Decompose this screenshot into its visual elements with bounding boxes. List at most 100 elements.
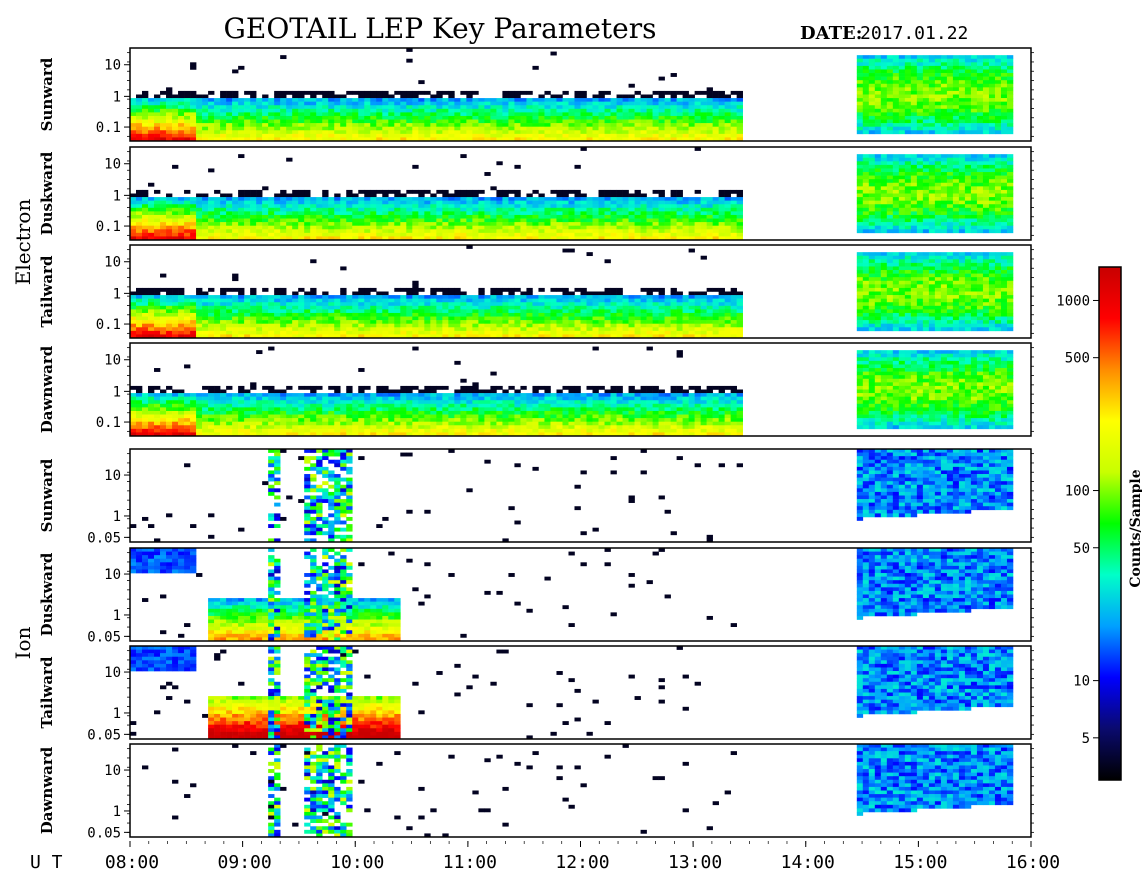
spectrogram-cell	[358, 123, 365, 127]
spectrogram-cell	[274, 222, 281, 226]
spectrogram-cell	[724, 225, 731, 230]
spectrogram-cell	[1000, 65, 1008, 70]
spectrogram-cell	[466, 245, 473, 249]
spectrogram-cell	[658, 200, 665, 205]
spectrogram-cell	[400, 119, 407, 124]
spectrogram-cell	[958, 98, 966, 102]
spectrogram-cell	[394, 305, 401, 310]
spectrogram-cell	[880, 101, 888, 106]
spectrogram-cell	[622, 130, 629, 135]
spectrogram-cell	[562, 330, 569, 335]
spectrogram-cell	[412, 204, 419, 209]
spectrogram-cell	[640, 218, 647, 223]
spectrogram-cell	[856, 55, 864, 60]
spectrogram-cell	[958, 193, 966, 198]
spectrogram-cell	[262, 133, 269, 138]
spectrogram-cell	[502, 204, 509, 209]
spectrogram-cell	[562, 305, 569, 310]
spectrogram-cell	[556, 327, 563, 332]
spectrogram-cell	[538, 98, 545, 102]
spectrogram-cell	[472, 298, 479, 303]
spectrogram-cell	[568, 323, 575, 328]
spectrogram-cell	[268, 200, 275, 205]
spectrogram-cell	[274, 207, 281, 212]
spectrogram-cell	[934, 80, 942, 85]
spectrogram-cell	[568, 98, 575, 102]
spectrogram-cell	[472, 189, 479, 194]
spectrogram-cell	[196, 94, 203, 99]
spectrogram-cell	[1006, 94, 1014, 99]
spectrogram-cell	[730, 229, 737, 234]
spectrogram-cell	[670, 137, 677, 142]
spectrogram-cell	[988, 105, 996, 110]
spectrogram-cell	[472, 130, 479, 135]
spectrogram-cell	[574, 236, 581, 241]
spectrogram-cell	[316, 309, 323, 314]
spectrogram-cell	[340, 305, 347, 310]
spectrogram-cell	[982, 218, 990, 223]
spectrogram-cell	[628, 229, 635, 234]
spectrogram-cell	[610, 193, 617, 198]
spectrogram-cell	[562, 298, 569, 303]
spectrogram-cell	[886, 76, 894, 81]
spectrogram-cell	[382, 236, 389, 241]
spectrogram-cell	[886, 123, 894, 127]
spectrogram-cell	[220, 214, 227, 219]
spectrogram-cell	[922, 157, 930, 162]
spectrogram-cell	[448, 295, 455, 299]
spectrogram-cell	[286, 320, 293, 324]
spectrogram-cell	[556, 302, 563, 307]
spectrogram-cell	[460, 309, 467, 314]
spectrogram-cell	[490, 330, 497, 335]
spectrogram-cell	[442, 211, 449, 216]
spectrogram-cell	[604, 305, 611, 310]
spectrogram-cell	[964, 193, 972, 198]
spectrogram-cell	[574, 302, 581, 307]
spectrogram-cell	[682, 123, 689, 127]
spectrogram-cell	[988, 80, 996, 85]
spectrogram-cell	[1006, 130, 1014, 135]
spectrogram-cell	[304, 123, 311, 127]
spectrogram-cell	[862, 83, 870, 88]
spectrogram-cell	[526, 323, 533, 328]
spectrogram-cell	[382, 207, 389, 212]
spectrogram-cell	[364, 334, 371, 339]
spectrogram-cell	[430, 330, 437, 335]
spectrogram-cell	[952, 62, 960, 67]
spectrogram-cell	[886, 186, 894, 191]
spectrogram-cell	[670, 119, 677, 124]
spectrogram-cell	[580, 305, 587, 310]
spectrogram-cell	[196, 316, 203, 321]
spectrogram-cell	[556, 309, 563, 314]
spectrogram-cell	[982, 62, 990, 67]
spectrogram-cell	[676, 211, 683, 216]
spectrogram-cell	[424, 101, 431, 106]
spectrogram-cell	[964, 218, 972, 223]
spectrogram-cell	[454, 123, 461, 127]
spectrogram-cell	[190, 327, 197, 332]
spectrogram-cell	[574, 323, 581, 328]
spectrogram-cell	[226, 137, 233, 142]
spectrogram-cell	[934, 130, 942, 135]
spectrogram-cell	[334, 330, 341, 335]
spectrogram-cell	[304, 312, 311, 317]
spectrogram-cell	[964, 87, 972, 92]
spectrogram-cell	[190, 320, 197, 324]
spectrogram-cell	[214, 225, 221, 230]
spectrogram-cell	[940, 62, 948, 67]
spectrogram-cell	[556, 316, 563, 321]
spectrogram-cell	[868, 200, 876, 205]
spectrogram-cell	[448, 193, 455, 198]
spectrogram-cell	[400, 130, 407, 135]
spectrogram-cell	[232, 112, 239, 117]
spectrogram-cell	[316, 119, 323, 124]
spectrogram-cell	[130, 229, 137, 234]
spectrogram-cell	[208, 119, 215, 124]
spectrogram-cell	[664, 204, 671, 209]
spectrogram-cell	[976, 101, 984, 106]
spectrogram-cell	[604, 189, 611, 194]
spectrogram-cell	[454, 98, 461, 102]
spectrogram-cell	[358, 302, 365, 307]
spectrogram-cell	[202, 200, 209, 205]
